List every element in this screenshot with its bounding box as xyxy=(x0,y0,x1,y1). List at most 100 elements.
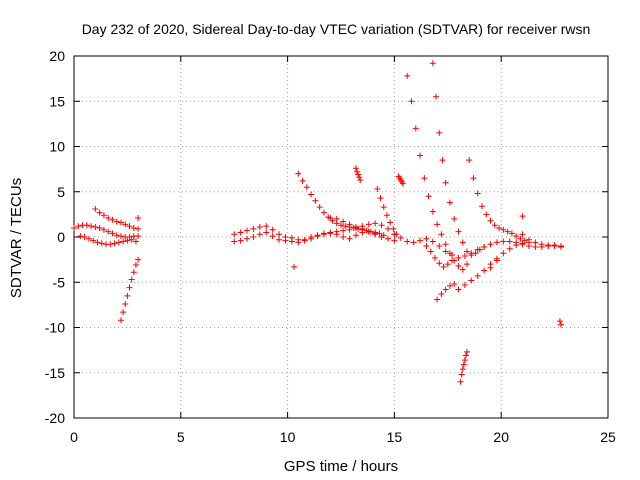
series-early-lower xyxy=(77,233,139,248)
data-point xyxy=(460,361,467,368)
data-point xyxy=(90,237,97,244)
data-point xyxy=(231,231,238,238)
data-point xyxy=(77,233,84,240)
data-point xyxy=(474,246,481,253)
data-point xyxy=(493,239,500,246)
data-point xyxy=(427,248,434,255)
data-point xyxy=(442,241,449,248)
data-point xyxy=(397,234,404,241)
data-point xyxy=(417,237,424,244)
data-point xyxy=(352,232,359,239)
data-point xyxy=(451,281,458,288)
data-point xyxy=(303,184,310,191)
y-tick-label: 5 xyxy=(57,184,65,200)
data-point xyxy=(282,237,289,244)
data-point xyxy=(446,199,453,206)
data-point xyxy=(263,223,270,230)
data-point xyxy=(421,175,428,182)
data-point xyxy=(464,261,471,268)
data-point xyxy=(85,235,92,242)
y-tick-label: -20 xyxy=(45,410,65,426)
data-point xyxy=(504,228,511,235)
data-point xyxy=(404,238,411,245)
y-tick-label: -10 xyxy=(45,320,65,336)
series-dip-16.8 xyxy=(423,243,456,270)
data-point xyxy=(377,195,384,202)
data-point xyxy=(346,235,353,242)
data-point xyxy=(508,230,515,237)
data-point xyxy=(438,291,445,298)
data-point xyxy=(458,371,465,378)
data-point xyxy=(468,277,475,284)
data-point xyxy=(431,254,438,261)
series-early-decay xyxy=(92,205,142,232)
data-point xyxy=(135,256,142,263)
data-point xyxy=(372,230,379,237)
data-point xyxy=(83,222,90,229)
data-point xyxy=(231,238,238,245)
y-tick-label: -5 xyxy=(53,274,66,290)
data-point xyxy=(359,225,366,232)
data-point xyxy=(408,98,415,105)
data-point xyxy=(558,243,565,250)
data-point xyxy=(113,218,120,225)
data-point xyxy=(404,72,411,79)
data-point xyxy=(423,235,430,242)
data-point xyxy=(449,252,456,259)
data-point xyxy=(308,234,315,240)
data-point xyxy=(71,224,77,231)
data-point xyxy=(124,237,131,244)
data-point xyxy=(92,205,99,212)
data-point xyxy=(237,229,244,236)
data-point xyxy=(105,228,112,235)
data-point xyxy=(269,226,276,233)
x-tick-label: 15 xyxy=(387,429,403,445)
data-point xyxy=(122,300,129,307)
data-point xyxy=(464,348,471,355)
data-point xyxy=(440,263,447,270)
data-point xyxy=(130,224,137,231)
data-point xyxy=(338,222,344,229)
data-point xyxy=(461,357,468,364)
data-point xyxy=(120,238,127,245)
data-point xyxy=(474,190,481,197)
data-point xyxy=(532,239,539,246)
data-point xyxy=(525,236,532,243)
data-point xyxy=(506,238,513,245)
data-point xyxy=(468,250,475,257)
data-point xyxy=(425,193,432,200)
data-point xyxy=(551,242,558,249)
data-point xyxy=(545,242,552,249)
y-tick-label: 10 xyxy=(49,139,65,155)
series-point-22.8 xyxy=(556,318,565,328)
data-point xyxy=(466,157,473,164)
data-point xyxy=(100,226,107,233)
data-point xyxy=(250,234,257,240)
axis-ticks: 0 5 10 15 20 25 -20 -15 -10 -5 0 5 10 15 20 xyxy=(45,48,616,445)
data-point xyxy=(117,317,124,324)
data-point xyxy=(352,165,359,172)
data-point xyxy=(500,238,507,245)
data-point xyxy=(446,282,453,289)
data-point xyxy=(92,224,99,231)
data-point xyxy=(113,232,120,239)
data-point xyxy=(100,212,107,219)
data-point xyxy=(135,214,142,221)
x-axis-label: GPS time / hours xyxy=(284,458,398,475)
data-point xyxy=(434,221,441,228)
data-point xyxy=(429,208,436,215)
data-point xyxy=(327,229,334,236)
data-point xyxy=(378,222,385,229)
data-point xyxy=(355,171,362,178)
data-point xyxy=(96,224,103,231)
data-point xyxy=(519,231,526,238)
data-point xyxy=(98,240,105,247)
series-cluster-13.3 xyxy=(352,165,364,183)
data-point xyxy=(390,225,397,232)
data-point xyxy=(436,260,443,267)
data-point xyxy=(295,239,302,246)
data-point xyxy=(519,240,526,247)
data-point xyxy=(124,292,131,299)
data-point xyxy=(455,254,462,261)
data-point xyxy=(461,281,468,288)
